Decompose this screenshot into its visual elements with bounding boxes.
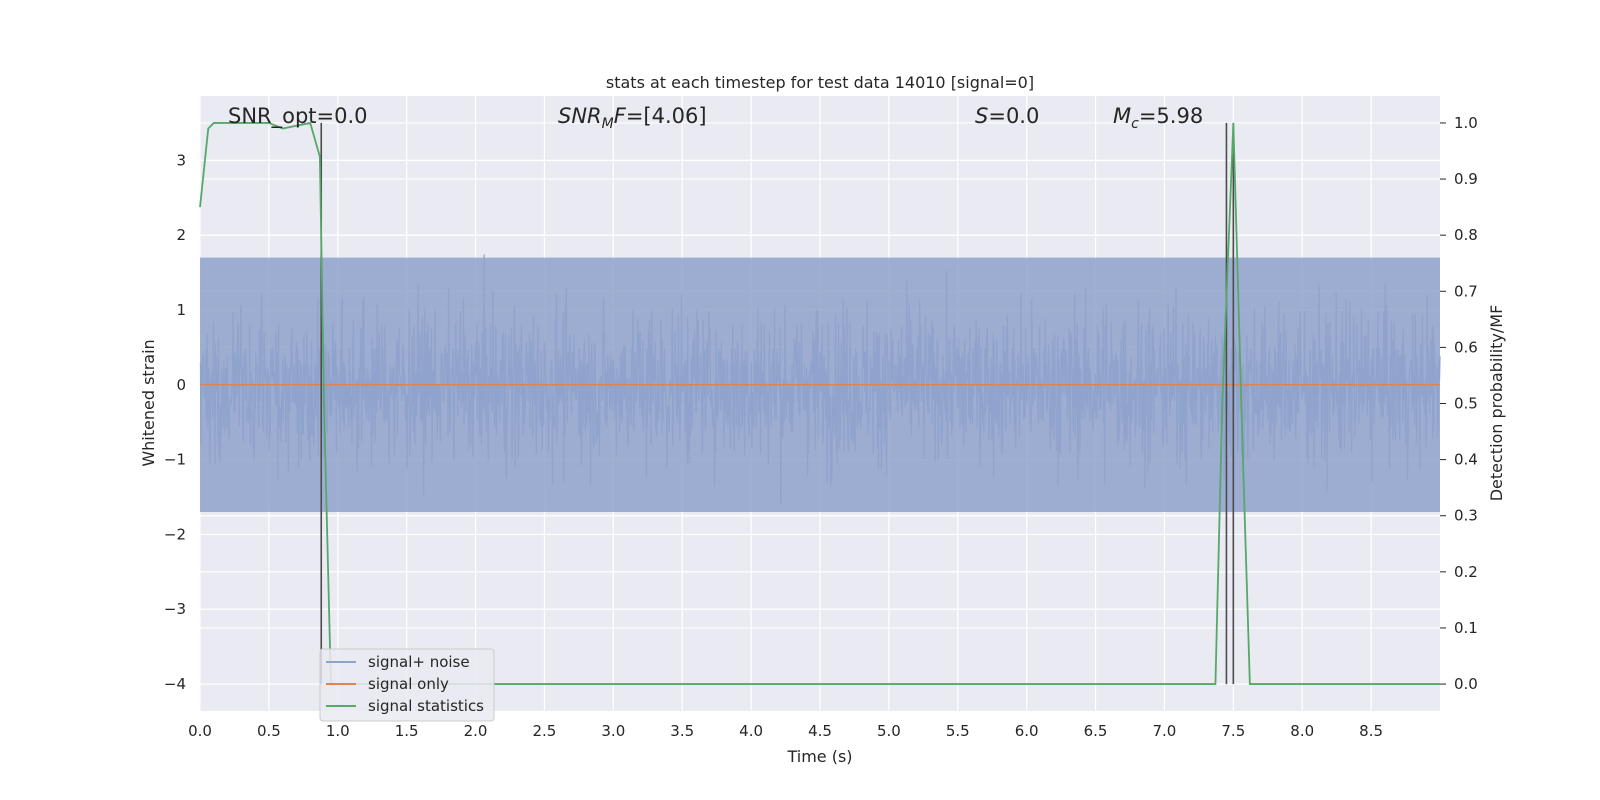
y-axis-label-right: Detection probability/MF	[1487, 305, 1506, 502]
y-tick-label-left: 3	[176, 151, 186, 169]
x-tick-label: 2.0	[464, 722, 488, 740]
x-tick-label: 4.0	[739, 722, 763, 740]
x-tick-label: 6.0	[1015, 722, 1039, 740]
annotation-mc-sub: c	[1131, 116, 1139, 132]
annotation-s: S=0.0	[975, 104, 1039, 128]
annotation-mc: Mc=5.98	[1113, 104, 1203, 132]
x-tick-label: 0.0	[188, 722, 212, 740]
annotation-s-rest: =0.0	[988, 104, 1039, 128]
y-tick-label-left: −3	[164, 600, 186, 618]
legend-label-signal-noise: signal+ noise	[368, 653, 470, 671]
y-tick-label-right: 1.0	[1454, 114, 1478, 132]
x-tick-label: 2.5	[533, 722, 557, 740]
y-tick-label-right: 0.0	[1454, 675, 1478, 693]
legend: signal+ noise signal only signal statist…	[319, 648, 495, 722]
y-tick-label-left: 2	[176, 226, 186, 244]
y-axis-label-left: Whitened strain	[139, 339, 158, 466]
x-tick-label: 6.5	[1084, 722, 1108, 740]
annotation-snr-mf-main: SNR	[558, 104, 602, 128]
chart-title: stats at each timestep for test data 140…	[606, 73, 1034, 92]
legend-box	[319, 648, 495, 722]
y-tick-label-left: 0	[176, 376, 186, 394]
y-tick-label-left: 1	[176, 301, 186, 319]
y-tick-label-right: 0.9	[1454, 170, 1478, 188]
y-tick-label-right: 0.3	[1454, 507, 1478, 525]
y-tick-label-right: 0.6	[1454, 338, 1478, 356]
x-tick-label: 4.5	[808, 722, 832, 740]
x-tick-label: 0.5	[257, 722, 281, 740]
annotation-snr-mf-sub: M	[602, 116, 614, 132]
plot-content	[199, 121, 1441, 685]
annotation-mc-rest: =5.98	[1139, 104, 1203, 128]
y-tick-label-right: 0.4	[1454, 451, 1478, 469]
y-tick-label-right: 0.2	[1454, 563, 1478, 581]
x-tick-label: 1.0	[326, 722, 350, 740]
y-tick-label-right: 0.1	[1454, 619, 1478, 637]
legend-label-signal-only: signal only	[368, 675, 449, 693]
x-axis-label: Time (s)	[786, 747, 852, 766]
x-tick-label: 7.5	[1221, 722, 1245, 740]
x-tick-label: 1.5	[395, 722, 419, 740]
x-tick-label: 5.0	[877, 722, 901, 740]
y-tick-label-left: −1	[164, 451, 186, 469]
tick-labels: 0.0 0.5 1.0 1.5 2.0 2.5 3.0 3.5 4.0 4.5 5.0 5.5 6.0 6…	[164, 114, 1478, 740]
x-tick-label: 5.5	[946, 722, 970, 740]
annotation-s-main: S	[975, 104, 988, 128]
x-tick-label: 3.5	[670, 722, 694, 740]
y-tick-label-right: 0.8	[1454, 226, 1478, 244]
x-tick-label: 8.0	[1290, 722, 1314, 740]
y-tick-label-right: 0.5	[1454, 395, 1478, 413]
x-tick-label: 7.0	[1153, 722, 1177, 740]
annotation-snr-mf-rest-italic: F	[614, 104, 627, 128]
annotations: SNR_opt=0.0 SNRMF=[4.06] S=0.0 Mc=5.98	[228, 104, 1203, 132]
x-tick-label: 8.5	[1359, 722, 1383, 740]
annotation-mc-main: M	[1113, 104, 1131, 128]
annotation-snr-mf-rest: =[4.06]	[626, 104, 707, 128]
annotation-snr-opt: SNR_opt=0.0	[228, 104, 368, 129]
y-tick-label-right: 0.7	[1454, 282, 1478, 300]
y-tick-label-left: −2	[164, 525, 186, 543]
x-tick-label: 3.0	[601, 722, 625, 740]
y-tick-label-left: −4	[164, 675, 186, 693]
legend-label-signal-statistics: signal statistics	[368, 697, 484, 715]
annotation-snr-mf: SNRMF=[4.06]	[558, 104, 707, 132]
